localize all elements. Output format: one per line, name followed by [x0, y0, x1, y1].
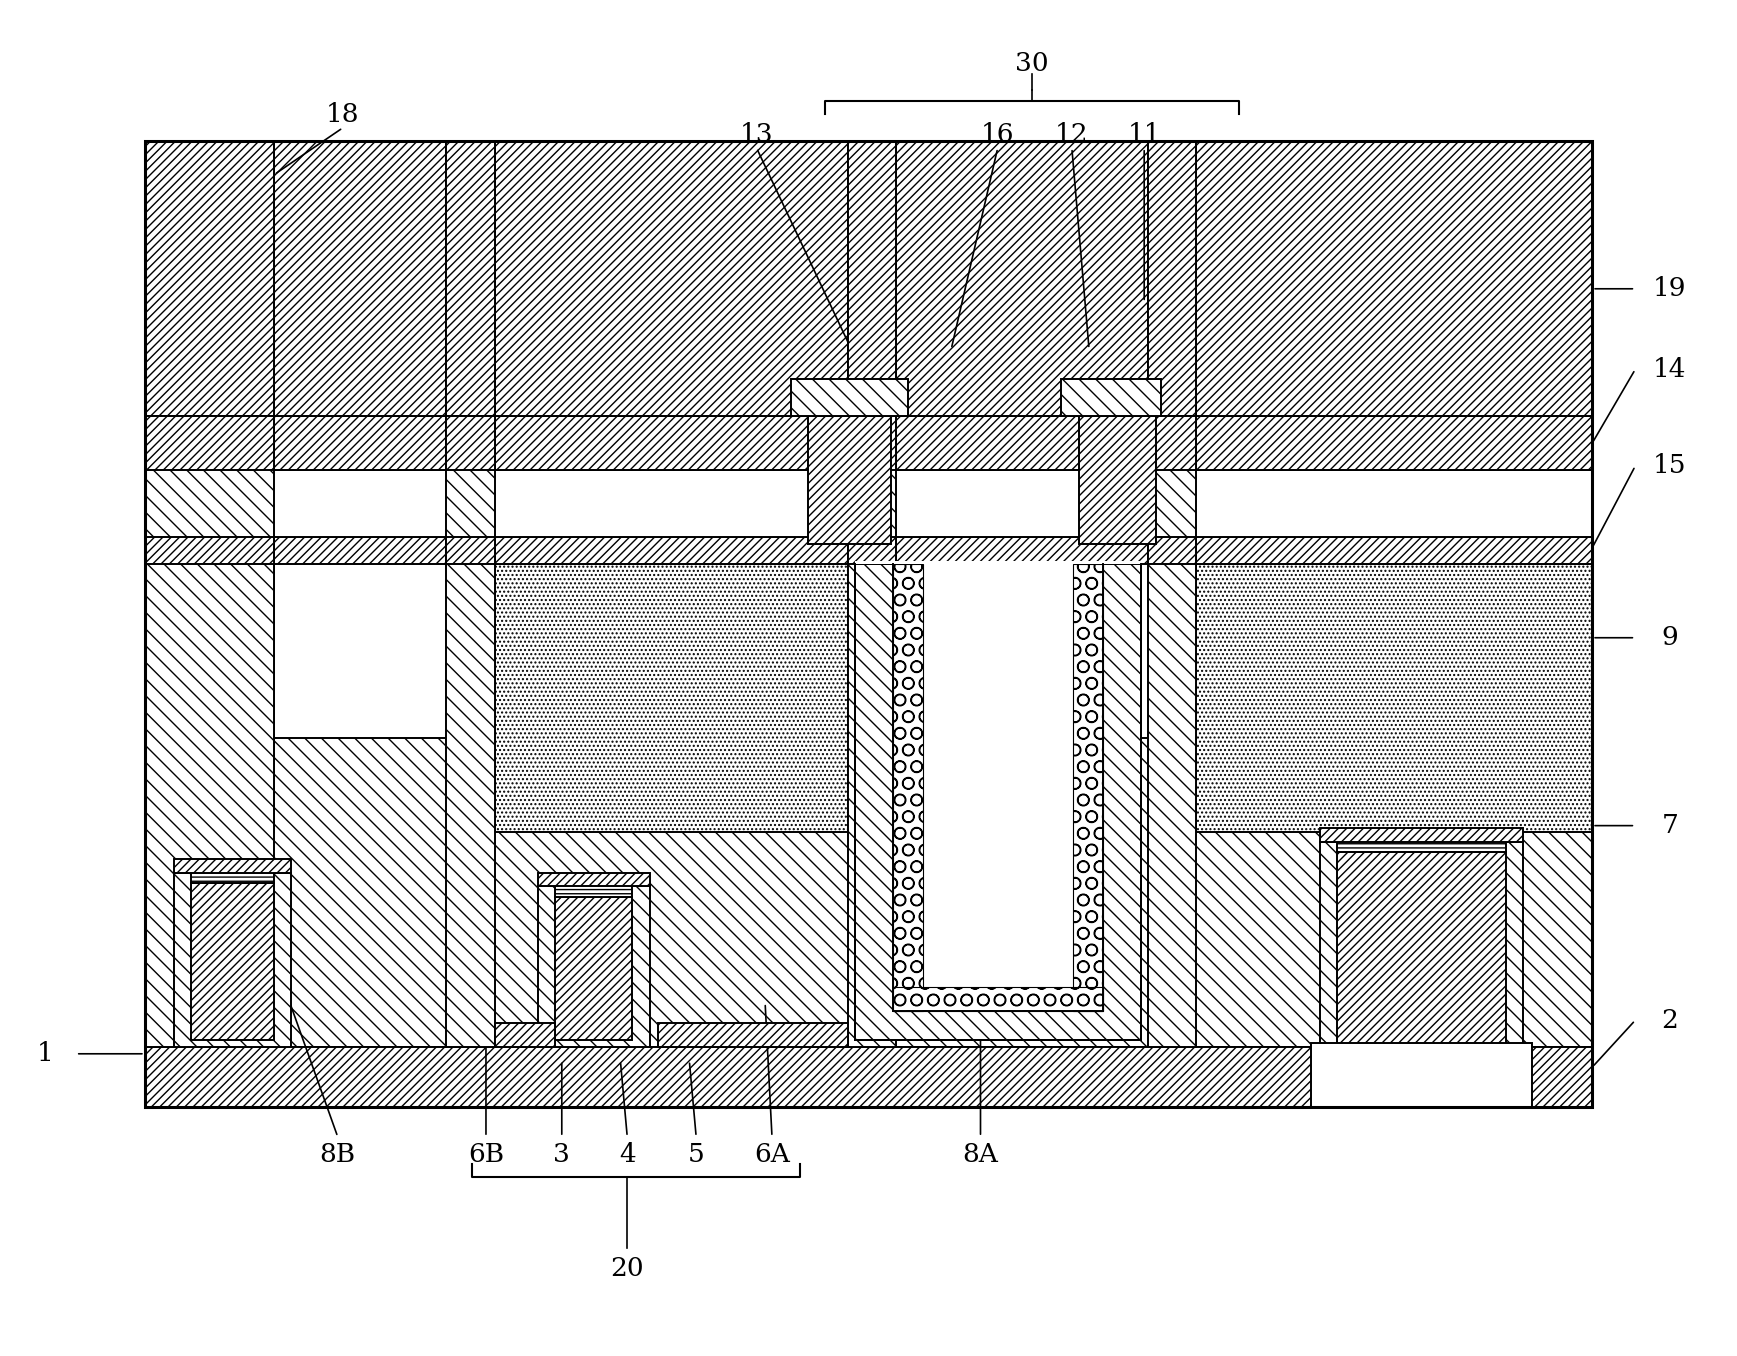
Bar [893, 564, 922, 1010]
Bar [1320, 829, 1523, 842]
Text: 13: 13 [740, 122, 773, 146]
Bar [1148, 141, 1195, 1047]
Bar [554, 896, 632, 1040]
Bar [1148, 141, 1195, 416]
Bar [144, 471, 1593, 537]
Bar [144, 564, 274, 833]
Bar [1148, 537, 1195, 564]
Text: 18: 18 [327, 102, 360, 127]
Text: 19: 19 [1654, 277, 1687, 301]
Bar [658, 1022, 848, 1047]
Bar [446, 416, 495, 471]
Bar [1148, 416, 1195, 471]
Text: 9: 9 [1661, 625, 1678, 651]
Bar [144, 739, 1593, 1047]
Bar [1320, 842, 1523, 1101]
Bar [495, 564, 848, 833]
Bar [446, 141, 495, 1047]
Text: 2: 2 [1661, 1008, 1678, 1033]
Bar [1337, 837, 1506, 853]
Bar [1322, 1050, 1522, 1106]
Bar [1061, 378, 1162, 416]
Text: 7: 7 [1661, 814, 1678, 838]
Bar [144, 141, 1593, 416]
Bar [893, 564, 1103, 1010]
Bar [144, 1047, 1593, 1108]
Bar [144, 141, 274, 1047]
Bar [446, 141, 495, 416]
Bar [191, 868, 274, 883]
Text: 12: 12 [1054, 122, 1089, 146]
Text: 1: 1 [36, 1041, 54, 1066]
Bar [1079, 416, 1157, 544]
Bar [174, 860, 292, 873]
Text: 15: 15 [1654, 453, 1687, 479]
Text: 3: 3 [554, 1142, 570, 1168]
Bar [1195, 564, 1593, 833]
Text: 14: 14 [1654, 357, 1687, 382]
Bar [538, 873, 650, 885]
Bar [855, 561, 1141, 564]
Bar [1337, 853, 1506, 1094]
Text: 6A: 6A [754, 1142, 790, 1168]
Bar [893, 987, 1103, 1010]
Text: 5: 5 [688, 1142, 705, 1168]
Bar [790, 378, 908, 416]
Bar [144, 537, 274, 564]
Bar [495, 1022, 554, 1047]
Bar [808, 416, 891, 544]
Bar [174, 873, 292, 1047]
Text: 4: 4 [618, 1142, 636, 1168]
Bar [848, 141, 896, 416]
Text: 11: 11 [1127, 122, 1160, 146]
Bar [144, 537, 1593, 564]
Bar [1072, 564, 1103, 1010]
Bar [1311, 1043, 1532, 1108]
Text: 8B: 8B [320, 1142, 356, 1168]
Bar [144, 141, 1593, 1108]
Bar [538, 885, 650, 1047]
Bar [191, 883, 274, 1040]
Bar [144, 416, 1593, 471]
Bar [144, 416, 274, 471]
Bar [446, 537, 495, 564]
Bar [855, 564, 1141, 1040]
Bar [554, 880, 632, 896]
Bar [848, 141, 896, 1047]
Text: 8A: 8A [962, 1142, 999, 1168]
Text: 16: 16 [981, 122, 1014, 146]
Bar [848, 416, 896, 471]
Bar [848, 537, 896, 564]
Bar [144, 141, 274, 416]
Text: 6B: 6B [467, 1142, 504, 1168]
Bar [941, 567, 1054, 982]
Text: 20: 20 [610, 1256, 644, 1281]
Text: 30: 30 [1016, 50, 1049, 76]
